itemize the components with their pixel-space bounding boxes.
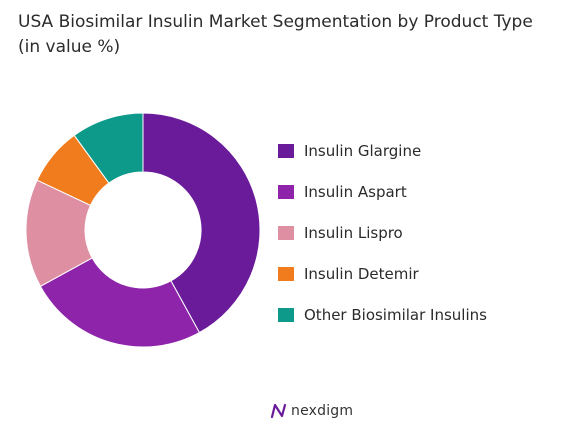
donut-slice-glargine [142, 112, 261, 334]
brand-logo: nexdigm [270, 403, 353, 419]
donut-slice-aspart [39, 257, 201, 348]
chart-title: USA Biosimilar Insulin Market Segmentati… [18, 10, 574, 60]
legend-item-glargine: Insulin Glargine [278, 141, 487, 161]
chart-title-line-2: (in value %) [18, 37, 121, 57]
legend-label-aspart: Insulin Aspart [304, 183, 407, 201]
legend-label-other: Other Biosimilar Insulins [304, 306, 487, 324]
legend-item-lispro: Insulin Lispro [278, 223, 487, 243]
legend-swatch-other [278, 308, 294, 322]
legend-swatch-lispro [278, 226, 294, 240]
legend-item-detemir: Insulin Detemir [278, 264, 487, 284]
legend-item-other: Other Biosimilar Insulins [278, 305, 487, 325]
donut-slice-other [73, 112, 144, 184]
legend-item-aspart: Insulin Aspart [278, 182, 487, 202]
chart-title-line-1: USA Biosimilar Insulin Market Segmentati… [18, 12, 533, 32]
brand-name: nexdigm [291, 403, 354, 419]
legend-label-detemir: Insulin Detemir [304, 265, 419, 283]
legend-label-glargine: Insulin Glargine [304, 142, 422, 160]
legend-swatch-glargine [278, 144, 294, 158]
legend-swatch-detemir [278, 267, 294, 281]
legend-label-lispro: Insulin Lispro [304, 224, 403, 242]
chart-legend: Insulin Glargine Insulin Aspart Insulin … [278, 141, 487, 346]
legend-swatch-aspart [278, 185, 294, 199]
nexdigm-logo-icon [270, 403, 287, 419]
